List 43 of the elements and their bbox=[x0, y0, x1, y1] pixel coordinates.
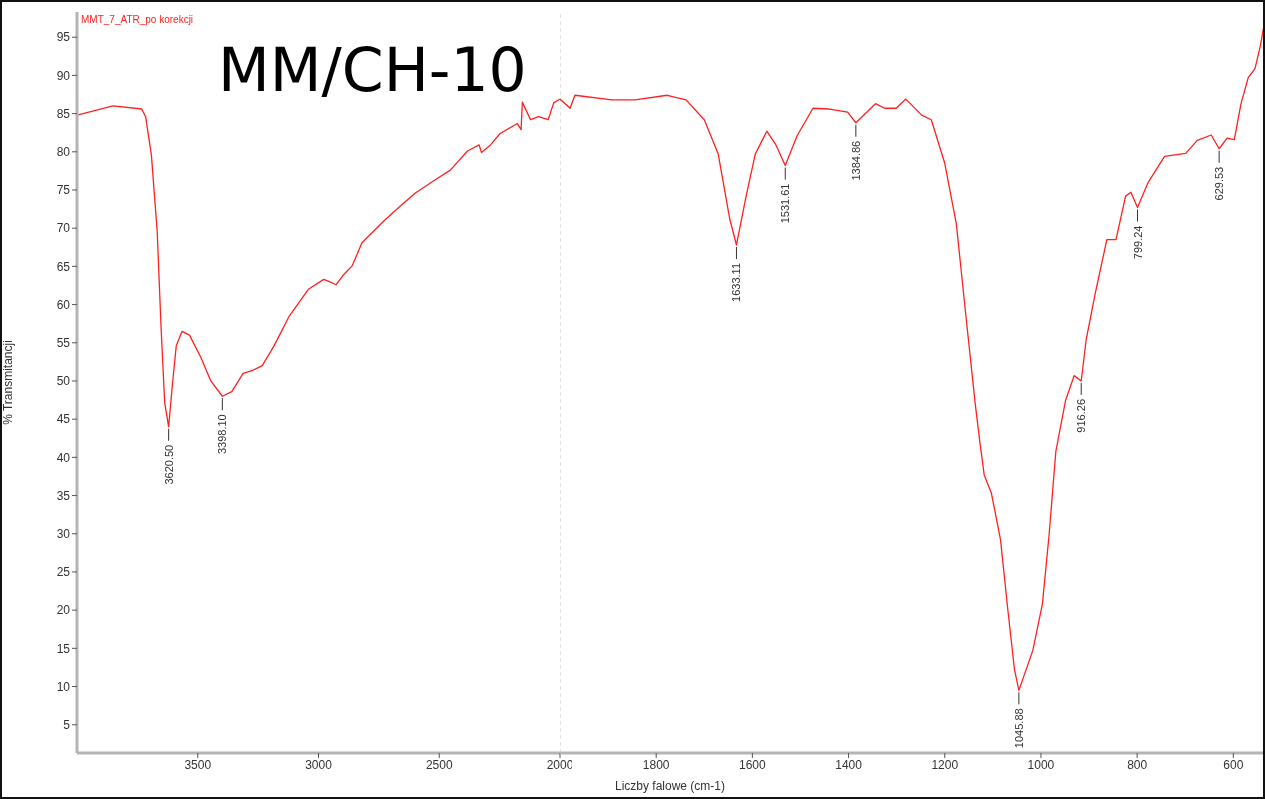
annotation: 3398.10 bbox=[216, 414, 229, 455]
y-tick-label: 35 bbox=[56, 488, 71, 503]
y-tick-label: 90 bbox=[56, 68, 71, 83]
y-tick-label: 50 bbox=[56, 374, 71, 389]
y-tick-label: 15 bbox=[56, 641, 71, 656]
chart-title: MM/CH-10 bbox=[218, 35, 527, 105]
annotation: 3620.50 bbox=[162, 444, 175, 485]
y-tick-label: 5 bbox=[63, 718, 71, 732]
annotation: 1633.11 bbox=[730, 262, 743, 302]
x-tick-label: 2000 bbox=[546, 757, 574, 772]
y-tick-label: 10 bbox=[56, 679, 71, 694]
y-tick-label: 25 bbox=[56, 565, 71, 580]
y-tick-label: 60 bbox=[56, 297, 71, 312]
y-tick-label: 95 bbox=[56, 30, 71, 45]
annotation: 916.26 bbox=[1075, 398, 1088, 433]
x-tick-label: 3500 bbox=[184, 757, 212, 772]
y-tick-label: 80 bbox=[56, 145, 71, 160]
x-tick-label: 3000 bbox=[305, 757, 333, 772]
x-tick-label: 1600 bbox=[739, 757, 767, 772]
y-tick-label: 85 bbox=[56, 106, 71, 121]
x-tick-label: 1400 bbox=[835, 757, 863, 772]
y-tick-label: 40 bbox=[56, 450, 71, 465]
y-tick-label: 65 bbox=[56, 259, 71, 274]
annotation: 629.53 bbox=[1213, 166, 1226, 201]
annotation: 1531.61 bbox=[779, 183, 792, 224]
annotation: 799.24 bbox=[1131, 225, 1144, 260]
x-tick-label: 1000 bbox=[1027, 757, 1055, 772]
text: MMT_7_ATR_po korekcji bbox=[81, 14, 194, 25]
x-tick-label: 600 bbox=[1223, 757, 1244, 772]
annotation: 1384.86 bbox=[849, 140, 862, 181]
x-tick-label: 2500 bbox=[425, 757, 453, 772]
y-tick-label: 70 bbox=[56, 221, 71, 236]
y-tick-label: 55 bbox=[56, 336, 71, 351]
x-tick-label: 800 bbox=[1127, 757, 1148, 772]
x-tick-label: 1800 bbox=[642, 757, 670, 772]
y-tick-label: 20 bbox=[56, 603, 71, 618]
y-tick-label: 45 bbox=[56, 412, 71, 427]
x-axis-title: Liczby falowe (cm-1) bbox=[615, 779, 726, 793]
y-tick-label: 75 bbox=[56, 183, 71, 198]
y-axis-title: % Transmitancji bbox=[1, 340, 16, 425]
annotation: 1045.88 bbox=[1012, 708, 1025, 749]
x-tick-label: 1200 bbox=[931, 757, 959, 772]
y-tick-label: 30 bbox=[56, 527, 71, 542]
